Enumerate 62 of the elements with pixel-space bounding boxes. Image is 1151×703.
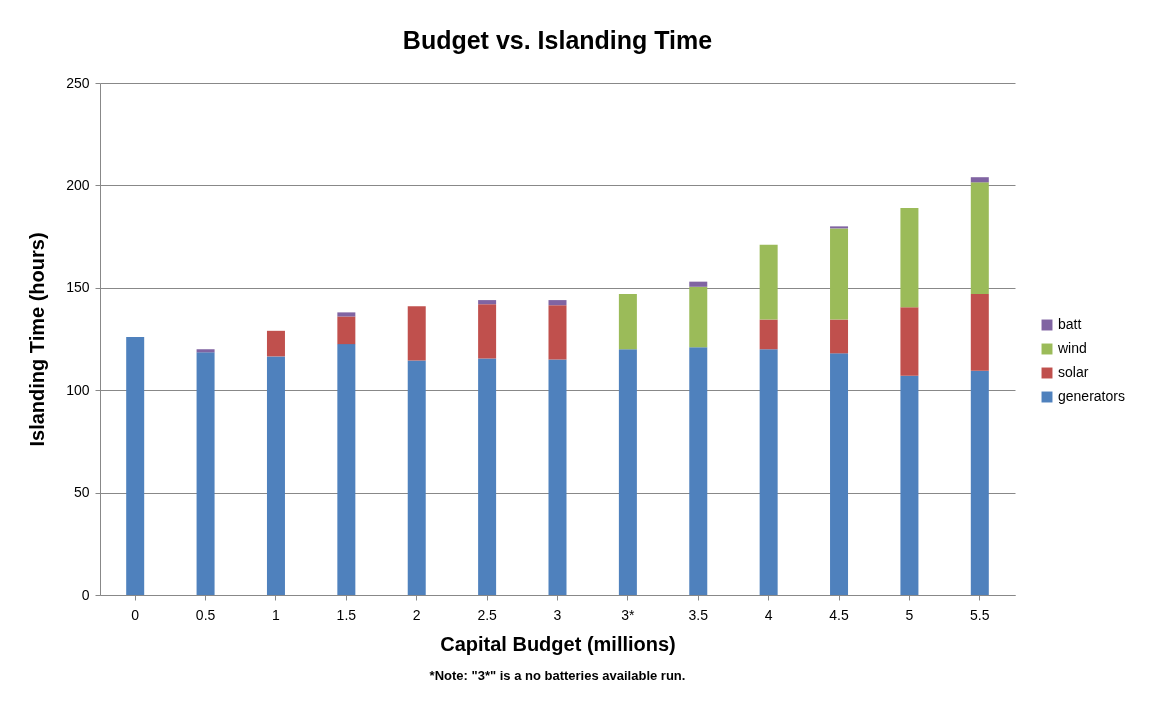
bar xyxy=(548,305,567,360)
bar xyxy=(478,304,497,359)
x-tick-label: 5 xyxy=(905,606,914,623)
x-tick-label: 4 xyxy=(764,606,773,623)
bar xyxy=(266,356,285,595)
chart-title: Budget vs. Islanding Time xyxy=(402,26,713,54)
bar xyxy=(970,370,989,595)
bar xyxy=(407,306,426,361)
bar xyxy=(548,300,567,306)
x-axis-title: Capital Budget (millions) xyxy=(440,632,676,655)
bar xyxy=(266,330,285,357)
x-tick-label: 4.5 xyxy=(829,606,849,623)
bar xyxy=(618,349,637,595)
bar xyxy=(970,293,989,371)
bar xyxy=(126,336,145,595)
y-axis-title: Islanding Time (hours) xyxy=(26,232,49,447)
x-tick-label: 3 xyxy=(553,606,562,623)
legend-label: generators xyxy=(1058,388,1125,404)
y-tick-label: 200 xyxy=(66,176,90,193)
text: *Note: "3*" is a no batteries available run. xyxy=(429,668,686,683)
x-tick-label: 2.5 xyxy=(477,606,498,623)
y-tick-label: 250 xyxy=(66,74,90,91)
x-tick-label: 5.5 xyxy=(970,606,990,623)
x-tick-label: 1.5 xyxy=(336,606,357,623)
bar xyxy=(689,281,708,287)
bar xyxy=(830,353,849,595)
bar xyxy=(478,358,497,595)
x-tick-label: 1 xyxy=(272,606,281,623)
bar xyxy=(196,352,215,595)
bar xyxy=(337,312,356,317)
bar xyxy=(759,349,778,595)
bar xyxy=(970,182,989,294)
y-tick-label: 0 xyxy=(81,586,90,603)
bar xyxy=(478,300,497,305)
bar xyxy=(337,344,356,595)
legend-label: solar xyxy=(1058,364,1089,380)
bar xyxy=(900,307,919,376)
y-tick-label: 50 xyxy=(73,484,90,501)
bar xyxy=(830,228,849,320)
x-tick-label: 3.5 xyxy=(688,606,709,623)
bar xyxy=(618,293,637,350)
y-tick-label: 150 xyxy=(66,279,90,296)
x-tick-label: 2 xyxy=(412,606,421,623)
bar xyxy=(759,244,778,320)
bar xyxy=(970,177,989,183)
bar xyxy=(830,226,849,229)
bar xyxy=(548,359,567,595)
y-tick-label: 100 xyxy=(66,381,90,398)
bar xyxy=(196,349,215,353)
x-tick-label: 0 xyxy=(131,606,140,623)
bar xyxy=(407,360,426,595)
legend-label: batt xyxy=(1058,316,1082,332)
x-tick-label: 0.5 xyxy=(195,606,216,623)
bar xyxy=(900,375,919,595)
x-tick-label: 3* xyxy=(621,606,636,623)
legend-label: wind xyxy=(1057,340,1087,356)
bar xyxy=(337,316,356,345)
bar xyxy=(689,347,708,595)
bar xyxy=(900,207,919,308)
bar xyxy=(830,319,849,354)
bar xyxy=(689,286,708,348)
bar xyxy=(759,319,778,350)
